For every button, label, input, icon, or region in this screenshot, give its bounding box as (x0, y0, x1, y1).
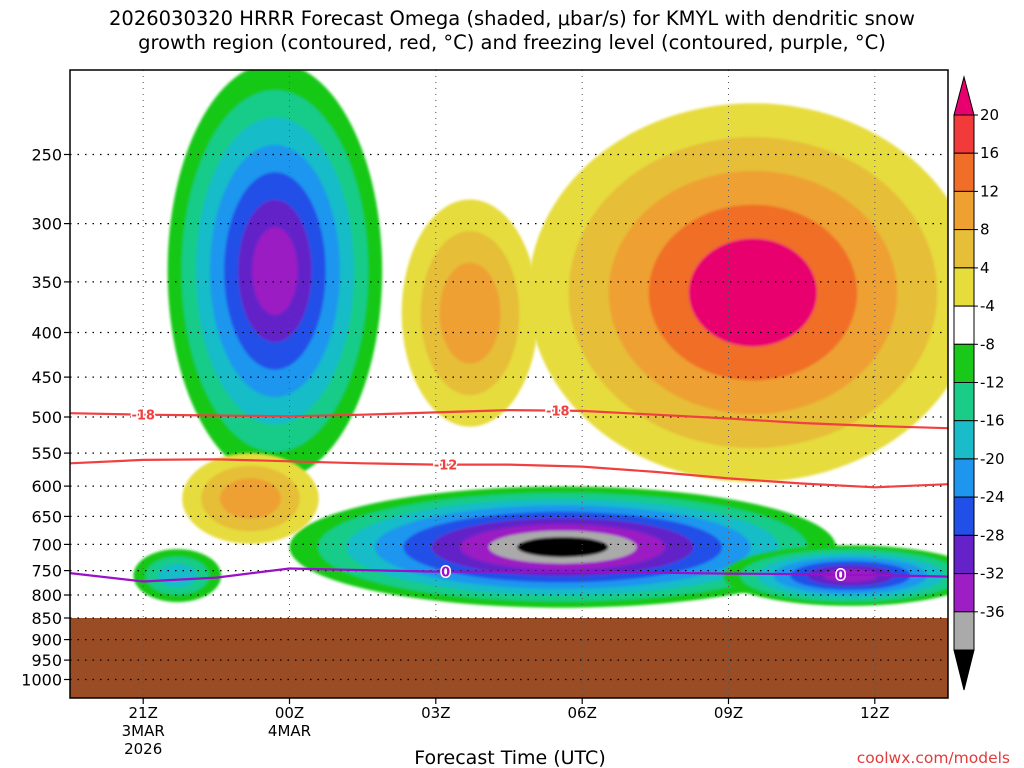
colorbar-label: 4 (980, 259, 990, 277)
omega-band (220, 478, 281, 519)
omega-region-left-low-ascent (133, 549, 222, 603)
colorbar-box (953, 496, 975, 536)
colorbar-label: -36 (980, 603, 1005, 621)
chart-title-line-2: growth region (contoured, red, °C) and f… (138, 31, 886, 54)
x-tick-label: 06Z (568, 704, 597, 722)
y-tick-label: 750 (31, 562, 62, 581)
x-tick-date: 4MAR (268, 722, 311, 740)
colorbar-label: -20 (980, 450, 1005, 468)
y-axis: 250 300 350 400 450 500 550 600 650 700 750 800 850 9… (21, 146, 70, 690)
x-tick-label: 12Z (860, 704, 889, 722)
y-tick-label: 400 (31, 324, 62, 343)
y-tick-label: 900 (31, 631, 62, 650)
y-tick-label: 650 (31, 507, 62, 526)
omega-region-mid-descent (401, 199, 539, 427)
colorbar-label: -16 (980, 412, 1005, 430)
credit-link[interactable]: coolwx.com/models (857, 749, 1010, 767)
y-tick-label: 450 (31, 368, 62, 387)
terrain-below-surface (70, 618, 948, 698)
plot-frame (69, 69, 949, 699)
colorbar-label: 20 (980, 106, 999, 124)
contour-dgz-minus18 (70, 409, 948, 430)
colorbar-label: 16 (980, 144, 999, 162)
contour-label-dgz-minus18: -18 (131, 409, 155, 424)
colorbar-label: -8 (980, 335, 995, 353)
y-tick-label: 500 (31, 408, 62, 427)
colorbar-box (953, 382, 975, 422)
colorbar-box (953, 114, 975, 154)
colorbar-label: -32 (980, 565, 1005, 583)
y-tick-label: 1000 (21, 671, 62, 690)
colorbar-label: -4 (980, 297, 995, 315)
x-tick-label: 21Z (129, 704, 158, 722)
colorbar-box (953, 458, 975, 498)
contour-dgz-minus12 (70, 458, 948, 489)
y-tick-label: 800 (31, 586, 62, 605)
colorbar-label: -28 (980, 526, 1005, 544)
colorbar-label: 12 (980, 182, 999, 200)
omega-band (688, 238, 818, 347)
contour-label-freezing-level-0: 0 (441, 566, 450, 581)
omega-region-upper-descent (528, 103, 948, 482)
colorbar-box (953, 267, 975, 307)
x-tick-label: 09Z (714, 704, 743, 722)
y-tick-label: 300 (31, 215, 62, 234)
temperature-contours: -18 -18 -12 0 0 (70, 403, 948, 585)
omega-band (517, 537, 609, 558)
colorbar-box (953, 343, 975, 383)
omega-region-upper-ascent (167, 70, 383, 480)
colorbar-over-arrow (953, 75, 975, 116)
omega-band (439, 262, 501, 364)
colorbar-box (953, 229, 975, 269)
contour-freezing-level-0 (70, 567, 948, 583)
colorbar: 20 16 12 8 4 -4 -8 -12 -16 -20 -24 -28 -32 -36 (953, 75, 1005, 691)
colorbar-label: -24 (980, 488, 1005, 506)
y-tick-label: 250 (31, 146, 62, 165)
colorbar-label: -12 (980, 374, 1005, 392)
contour-label-freezing-level-0: 0 (836, 569, 845, 584)
colorbar-box (953, 190, 975, 231)
omega-band (157, 563, 197, 588)
x-axis-label: Forecast Time (UTC) (414, 747, 605, 768)
x-tick-date: 3MAR (122, 722, 165, 740)
contour-label-dgz-minus12: -12 (434, 459, 458, 474)
colorbar-under-arrow (953, 649, 975, 691)
x-tick-label: 03Z (421, 704, 450, 722)
colorbar-label: 8 (980, 221, 990, 239)
y-tick-label: 600 (31, 477, 62, 496)
colorbar-box (953, 611, 975, 651)
y-tick-label: 950 (31, 651, 62, 670)
contour-label-dgz-minus18: -18 (546, 405, 570, 420)
colorbar-box (953, 534, 975, 575)
colorbar-box (953, 573, 975, 613)
x-tick-year: 2026 (124, 740, 162, 758)
omega-region-low-descent (182, 453, 319, 544)
x-tick-label: 00Z (275, 704, 304, 722)
y-tick-label: 850 (31, 609, 62, 628)
colorbar-box (953, 152, 975, 192)
chart-title-line-1: 2026030320 HRRR Forecast Omega (shaded, … (109, 7, 915, 30)
y-tick-label: 550 (31, 444, 62, 463)
omega-band (252, 227, 298, 315)
colorbar-box (953, 420, 975, 460)
y-tick-label: 700 (31, 535, 62, 554)
colorbar-box (953, 305, 975, 345)
y-tick-label: 350 (31, 273, 62, 292)
